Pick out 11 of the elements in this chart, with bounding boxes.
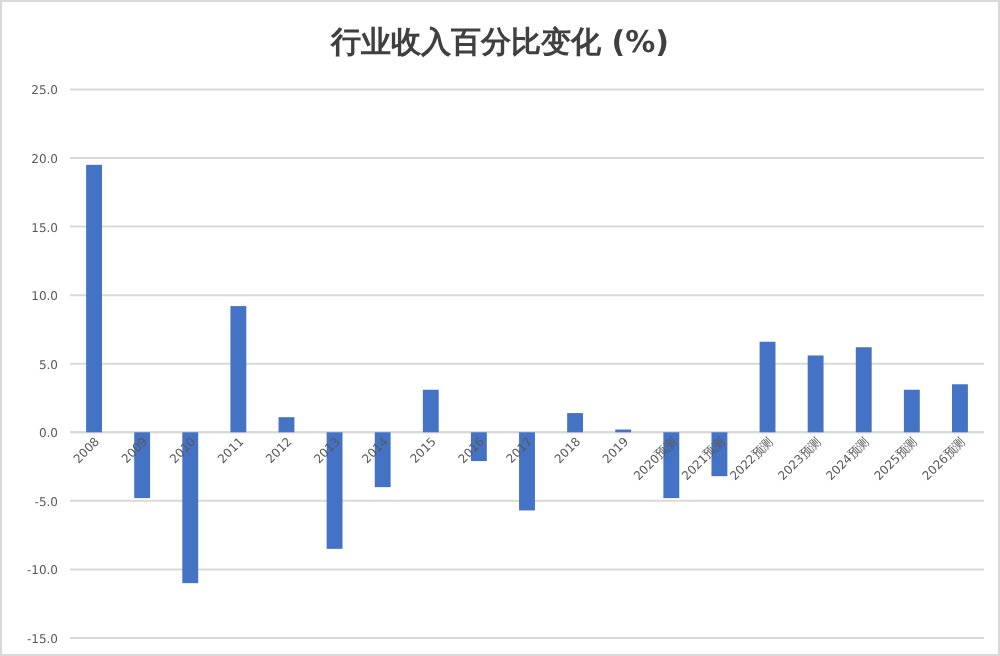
bar <box>759 341 776 433</box>
bar <box>855 347 872 433</box>
bar <box>807 355 824 433</box>
bar <box>567 413 584 433</box>
bar <box>422 389 439 433</box>
title: 行业收入百分比变化 (%) <box>331 24 669 60</box>
bar <box>903 389 920 433</box>
bar <box>278 417 295 433</box>
bar <box>952 384 968 433</box>
bar <box>86 164 102 433</box>
bar <box>230 306 247 433</box>
